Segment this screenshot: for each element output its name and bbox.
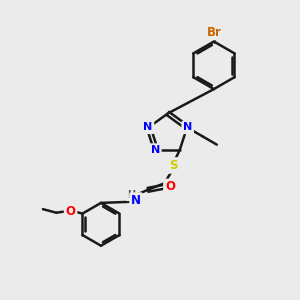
Text: N: N <box>143 122 153 132</box>
Text: O: O <box>165 180 175 194</box>
Text: O: O <box>65 205 76 218</box>
Text: N: N <box>183 122 192 132</box>
Text: H: H <box>127 190 135 200</box>
Text: Br: Br <box>206 26 221 38</box>
Text: N: N <box>131 194 141 207</box>
Text: N: N <box>151 145 160 155</box>
Text: S: S <box>169 159 177 172</box>
